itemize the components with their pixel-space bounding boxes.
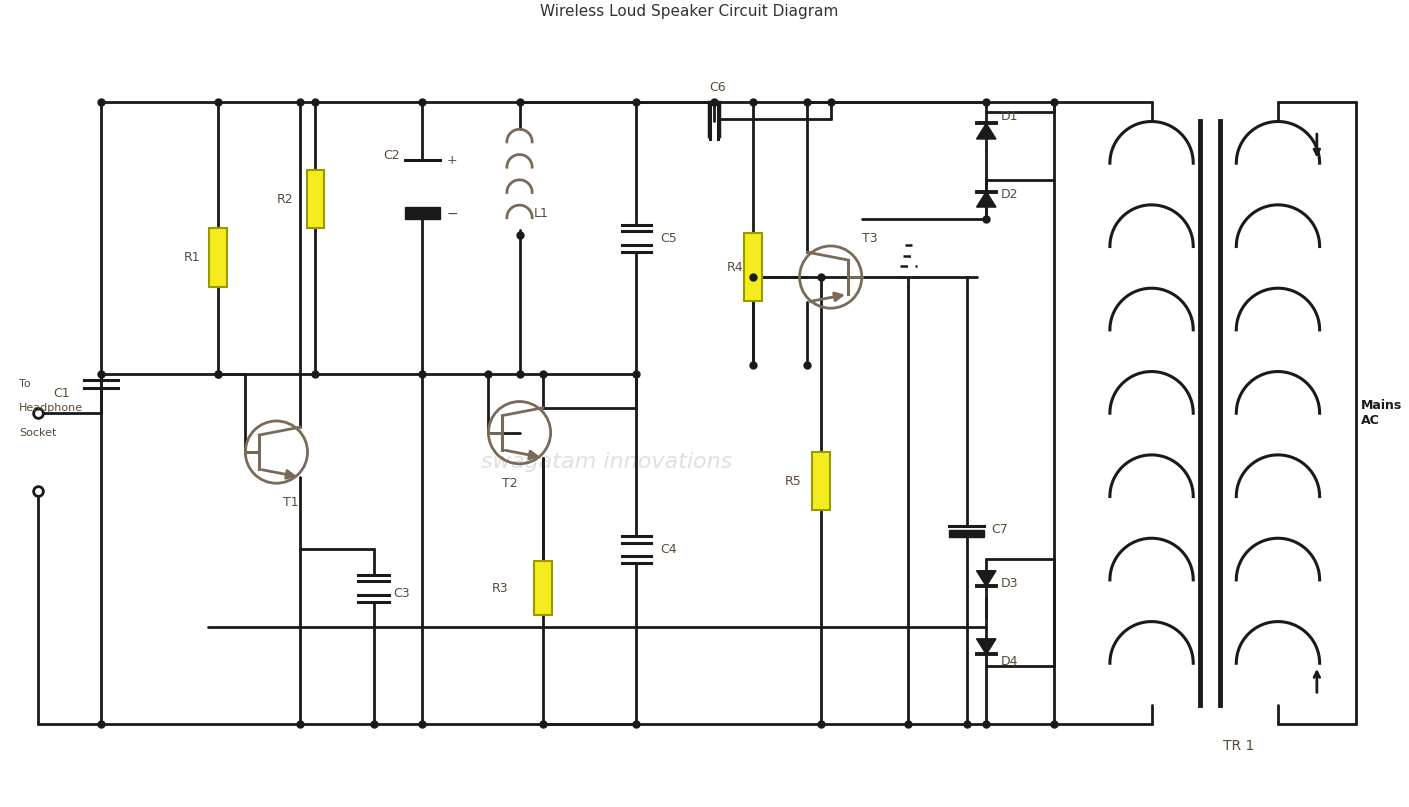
Text: C4: C4 [661, 543, 678, 556]
Polygon shape [950, 530, 985, 537]
Text: +: + [447, 154, 457, 167]
Text: C3: C3 [393, 587, 410, 600]
Text: C6: C6 [709, 81, 726, 94]
Text: T3: T3 [862, 232, 878, 245]
Text: C2: C2 [383, 149, 400, 162]
Text: T2: T2 [502, 477, 517, 490]
FancyBboxPatch shape [744, 233, 762, 301]
Text: Mains
AC: Mains AC [1361, 399, 1402, 427]
Polygon shape [976, 639, 996, 654]
Text: D4: D4 [1000, 654, 1019, 667]
Text: Socket: Socket [18, 428, 56, 437]
Text: R5: R5 [785, 475, 802, 487]
Polygon shape [404, 207, 440, 219]
Text: D2: D2 [1000, 188, 1019, 201]
Text: D3: D3 [1000, 577, 1019, 590]
Text: R1: R1 [185, 251, 200, 264]
Text: C5: C5 [661, 232, 678, 245]
Text: To: To [18, 379, 31, 389]
Text: −: − [447, 207, 458, 221]
FancyBboxPatch shape [307, 170, 324, 228]
Text: T1: T1 [283, 496, 299, 509]
Text: Headphone: Headphone [18, 404, 83, 413]
Polygon shape [976, 571, 996, 587]
Text: L1: L1 [534, 207, 550, 220]
Title: Wireless Loud Speaker Circuit Diagram: Wireless Loud Speaker Circuit Diagram [541, 4, 838, 19]
Text: R3: R3 [492, 582, 509, 595]
Polygon shape [976, 123, 996, 139]
Text: R4: R4 [727, 261, 743, 274]
FancyBboxPatch shape [210, 228, 227, 286]
Text: R2: R2 [276, 193, 293, 206]
Text: TR 1: TR 1 [1223, 739, 1255, 753]
FancyBboxPatch shape [812, 452, 830, 511]
Text: D1: D1 [1000, 110, 1019, 123]
FancyBboxPatch shape [534, 562, 551, 615]
Polygon shape [976, 191, 996, 207]
Text: C7: C7 [991, 524, 1007, 537]
Text: C1: C1 [52, 387, 69, 400]
Text: swagatam innovations: swagatam innovations [482, 452, 733, 472]
